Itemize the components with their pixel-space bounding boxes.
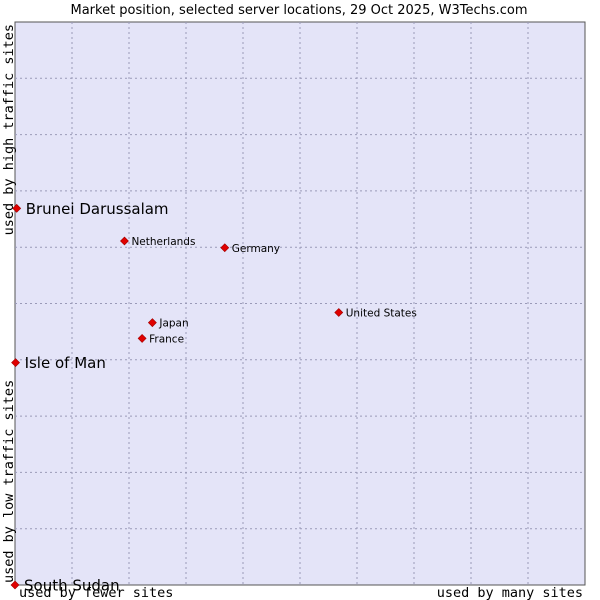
grid-lines bbox=[15, 22, 585, 585]
y-axis-label-bottom: used by low traffic sites bbox=[1, 380, 17, 583]
point-label-isle-of-man: Isle of Man bbox=[25, 354, 106, 372]
point-japan bbox=[147, 318, 157, 328]
point-label-united-states: United States bbox=[346, 308, 417, 320]
x-axis-label-left: used by fewer sites bbox=[19, 585, 173, 600]
data-points: Brunei Darussalam Netherlands Germany Unite… bbox=[10, 200, 417, 595]
point-netherlands bbox=[120, 236, 129, 246]
x-axis-label-right: used by many sites bbox=[437, 585, 583, 600]
point-germany bbox=[220, 243, 230, 253]
point-label-netherlands: Netherlands bbox=[131, 236, 195, 248]
point-isle-of-man bbox=[11, 358, 20, 368]
point-brunei-darussalam bbox=[12, 203, 22, 213]
y-axis-label-top: used by high traffic sites bbox=[1, 24, 17, 235]
point-label-japan: Japan bbox=[158, 318, 188, 330]
point-label-france: France bbox=[149, 333, 184, 345]
point-label-germany: Germany bbox=[232, 243, 280, 255]
point-south-sudan bbox=[10, 580, 20, 590]
point-label-brunei-darussalam: Brunei Darussalam bbox=[26, 200, 169, 218]
point-united-states bbox=[334, 308, 344, 317]
chart-title: Market position, selected server locatio… bbox=[70, 3, 527, 18]
point-france bbox=[137, 333, 147, 343]
point-label-south-sudan: South Sudan bbox=[24, 577, 120, 595]
